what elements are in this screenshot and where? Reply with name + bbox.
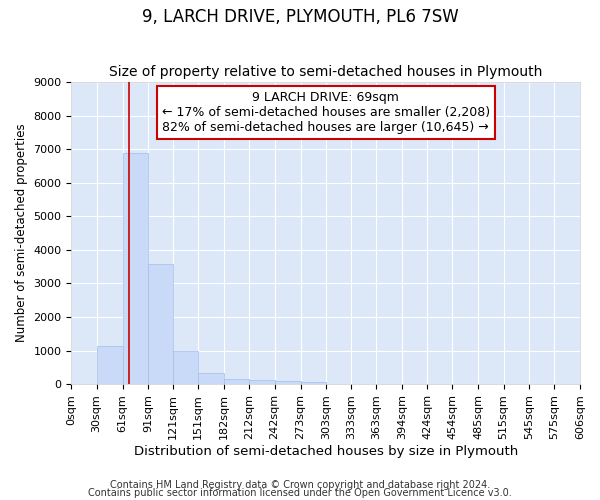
Bar [97,346,122,384]
Text: Contains public sector information licensed under the Open Government Licence v3: Contains public sector information licen… [88,488,512,498]
Bar [173,352,198,384]
Text: 9 LARCH DRIVE: 69sqm  
← 17% of semi-detached houses are smaller (2,208)
82% of : 9 LARCH DRIVE: 69sqm ← 17% of semi-detac… [161,91,490,134]
Y-axis label: Number of semi-detached properties: Number of semi-detached properties [15,124,28,342]
Text: Contains HM Land Registry data © Crown copyright and database right 2024.: Contains HM Land Registry data © Crown c… [110,480,490,490]
Bar [250,380,275,384]
Bar [198,373,224,384]
Bar [122,152,148,384]
Bar [275,382,301,384]
Bar [301,382,326,384]
Bar [224,378,250,384]
X-axis label: Distribution of semi-detached houses by size in Plymouth: Distribution of semi-detached houses by … [134,444,518,458]
Bar [148,264,173,384]
Text: 9, LARCH DRIVE, PLYMOUTH, PL6 7SW: 9, LARCH DRIVE, PLYMOUTH, PL6 7SW [142,8,458,26]
Title: Size of property relative to semi-detached houses in Plymouth: Size of property relative to semi-detach… [109,66,542,80]
